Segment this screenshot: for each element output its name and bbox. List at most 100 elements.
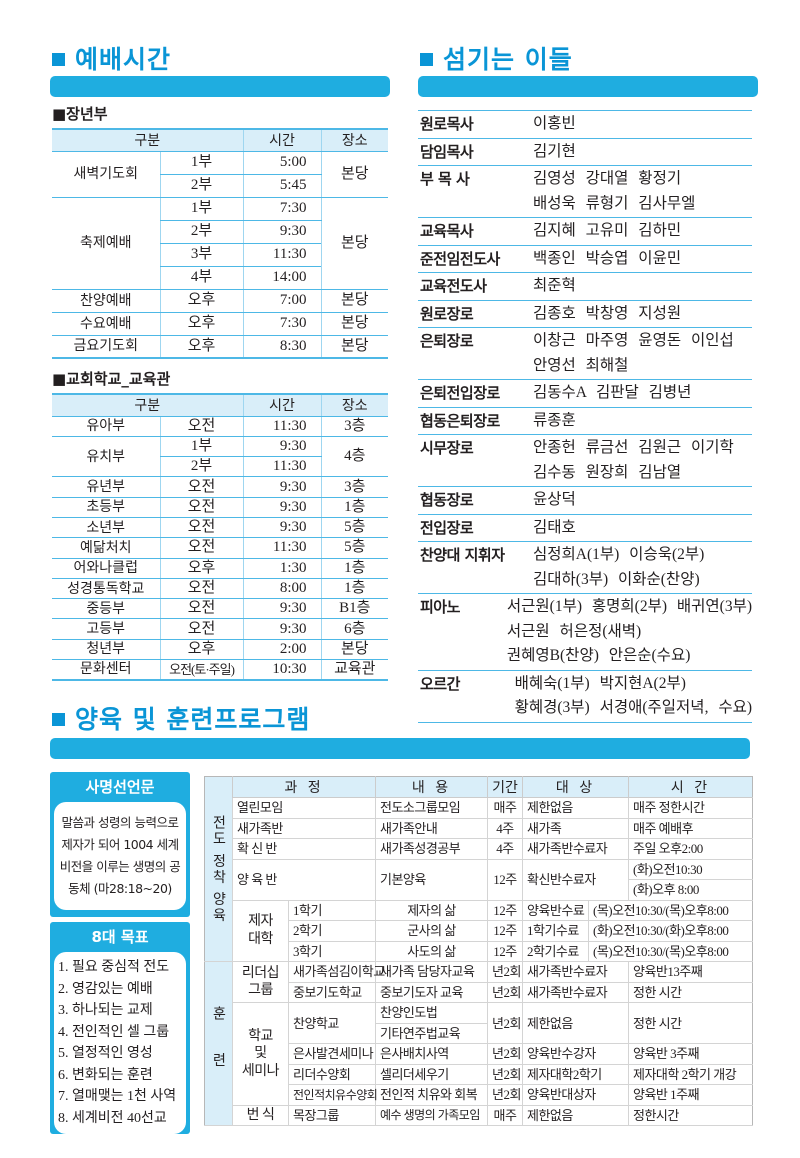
servant-names: 김종호 박창영 지성원 — [533, 302, 752, 327]
servant-names: 윤상덕 — [533, 488, 752, 513]
content-cell: 기타연주법교육 — [375, 1023, 488, 1044]
target-cell: 양육반수료 — [522, 900, 589, 921]
target-cell: 새가족반수료자 — [522, 961, 629, 983]
servants-title-bar — [418, 76, 758, 97]
table-row: 학교 및 세미나 찬양학교 찬양인도법 년2회 제한없음 정한 시간 — [205, 1002, 753, 1106]
square-bullet-icon — [52, 712, 65, 726]
period-cell: 년2회 — [487, 961, 523, 983]
time-cell: (화)오전10:30 — [628, 859, 753, 880]
service-part: 오후 — [159, 289, 244, 313]
header-content: 내 용 — [375, 776, 488, 798]
course-cell: 새가족반 — [232, 818, 376, 839]
period-cell: 12주 — [487, 920, 523, 942]
service-part: 1부 — [159, 197, 244, 221]
servant-names-line: 류종훈 — [533, 411, 576, 429]
servant-role: 협동은퇴장로 — [420, 411, 500, 430]
content-cell: 사도의 삶 — [375, 941, 488, 962]
service-name: 고등부 — [52, 618, 160, 640]
period-cell: 년2회 — [487, 1064, 523, 1085]
service-part: 오전 — [159, 618, 244, 640]
servant-names-line: 서근원 허은정(새벽) — [506, 622, 642, 640]
service-part: 오전 — [159, 517, 244, 539]
service-time: 11:30 — [242, 456, 322, 478]
goals-box: 8대 목표 1. 필요 중심적 전도 2. 영감있는 예배 3. 하나되는 교제 4.… — [50, 922, 190, 1134]
course-cell: 리더수양회 — [288, 1064, 376, 1085]
service-time: 9:30 — [242, 220, 322, 244]
service-part: 2부 — [159, 456, 244, 478]
table-row: 열린모임 전도소그룹모임 매주 제한없음 매주 정한시간 — [205, 797, 753, 819]
service-part: 오전 — [159, 598, 244, 620]
servant-role: 피아노 — [420, 598, 460, 616]
servant-row: 담임목사 김기현 — [418, 137, 752, 166]
header-time: 시 간 — [628, 776, 753, 798]
content-cell: 전도소그룹모임 — [375, 797, 488, 819]
schedule-row: 청년부 오후 2:00 본당 — [52, 639, 389, 661]
square-bullet-icon — [420, 52, 433, 66]
service-place: 5층 — [320, 517, 389, 539]
service-part: 2부 — [159, 220, 244, 244]
servant-row: 시무장로 안종헌 류금선 김원근 이기학 김수동 원장희 김남열 — [418, 434, 752, 486]
service-place: 본당 — [320, 335, 389, 359]
servant-row: 협동장로 윤상덕 — [418, 486, 752, 514]
content-cell: 새가족 담당자교육 — [375, 961, 488, 983]
service-part: 1부 — [159, 151, 244, 175]
servant-names: 심정희A(1부) 이승욱(2부) 김대하(3부) 이화순(찬양) — [533, 543, 752, 592]
goals-body: 1. 필요 중심적 전도 2. 영감있는 예배 3. 하나되는 교제 4. 전인적인 … — [54, 952, 186, 1134]
servant-names-line: 심정희A(1부) 이승욱(2부) — [533, 546, 705, 563]
target-cell: 제한없음 — [522, 797, 629, 819]
servant-row: 전입장로 김태호 — [418, 513, 752, 542]
servant-names: 백종인 박승엽 이윤민 — [533, 247, 752, 272]
servant-role: 은퇴전입장로 — [420, 384, 500, 402]
table-row: 확 신 반 새가족성경공부 4주 새가족반수료자 주일 오후2:00 — [205, 838, 753, 860]
content-cell: 새가족안내 — [375, 818, 488, 839]
servant-names-line: 백종인 박승엽 이윤민 — [533, 249, 682, 267]
schedule-row: 소년부 오전 9:30 5층 — [52, 517, 389, 539]
training-title-text: 양육 및 훈련프로그램 — [75, 705, 311, 734]
target-cell: 새가족반수료자 — [522, 838, 629, 860]
table-row: 리더수양회 셀리더세우기 년2회 제자대학2학기 제자대학 2학기 개강 — [205, 1064, 753, 1085]
servant-names-line: 배성욱 류형기 김사무엘 — [533, 194, 696, 212]
table-row: 제자 대학 1학기 제자의 삶 12주 양육반수료 (목)오전10:30/(목)… — [205, 900, 753, 962]
service-name: 초등부 — [52, 497, 160, 518]
period-cell: 12주 — [487, 941, 523, 962]
service-name: 성경통독학교 — [52, 578, 160, 600]
service-name: 수요예배 — [52, 312, 160, 336]
time-cell: (목)오전10:30/(목)오후8:00 — [588, 900, 753, 921]
service-name: 금요기도회 — [52, 335, 160, 359]
service-time: 7:30 — [242, 197, 322, 221]
content-cell: 군사의 삶 — [375, 920, 488, 942]
time-cell: 정한 시간 — [628, 982, 753, 1003]
service-time: 5:00 — [242, 151, 322, 175]
service-part: 오전 — [159, 537, 244, 559]
course-cell: 중보기도학교 — [288, 982, 376, 1003]
time-cell: 양육반 3주째 — [628, 1043, 753, 1065]
servant-names-line: 안종헌 류금선 김원근 이기학 — [533, 439, 734, 456]
servant-row: 오르간 배혜숙(1부) 박지현A(2부) 황혜경(3부) 서경애(주일저녁, 수요) — [418, 669, 752, 723]
service-part: 4부 — [159, 266, 244, 290]
service-name: 유년부 — [52, 476, 160, 498]
goal-item: 2. 영감있는 예배 — [58, 981, 153, 997]
goal-item: 6. 변화되는 훈련 — [58, 1067, 153, 1083]
servant-names-line: 김대하(3부) 이화순(찬양) — [533, 570, 700, 588]
worship-title-text: 예배시간 — [75, 45, 172, 74]
service-time: 9:30 — [242, 618, 322, 640]
table-row: 기타연주법교육 — [205, 1023, 753, 1044]
worship-title-bar — [50, 76, 390, 97]
schedule-row: 고등부 오전 9:30 6층 — [52, 618, 389, 640]
course-cell: 열린모임 — [232, 797, 376, 819]
schedule-row: 3부 11:30 — [52, 243, 388, 267]
servant-names-line: 안영선 최해철 — [533, 356, 629, 374]
header-course: 과 정 — [232, 776, 376, 798]
goal-item: 7. 열매맺는 1천 사역 — [58, 1089, 177, 1104]
training-section-title: 양육 및 훈련프로그램 — [52, 700, 310, 736]
servant-row: 찬양대 지휘자 심정희A(1부) 이승욱(2부) 김대하(3부) 이화순(찬양) — [418, 541, 752, 593]
servant-names-line: 배혜숙(1부) 박지현A(2부) — [514, 674, 686, 692]
service-place: 1층 — [320, 558, 389, 579]
service-part: 3부 — [159, 243, 244, 267]
time-cell: (화)오후 8:00 — [628, 879, 753, 901]
service-time: 7:00 — [242, 289, 322, 313]
table-row: 양 육 반 기본양육 12주 확신반수료자 (화)오전10:30 — [205, 859, 753, 901]
mission-box: 사명선언문 말씀과 성령의 능력으로 제자가 되어 1004 세계 비전을 이루… — [50, 772, 190, 917]
servant-names: 서근원(1부) 홍명희(2부) 배귀연(3부) 서근원 허은정(새벽) 권혜영B(찬… — [507, 595, 752, 669]
header-target: 대 상 — [522, 776, 629, 798]
